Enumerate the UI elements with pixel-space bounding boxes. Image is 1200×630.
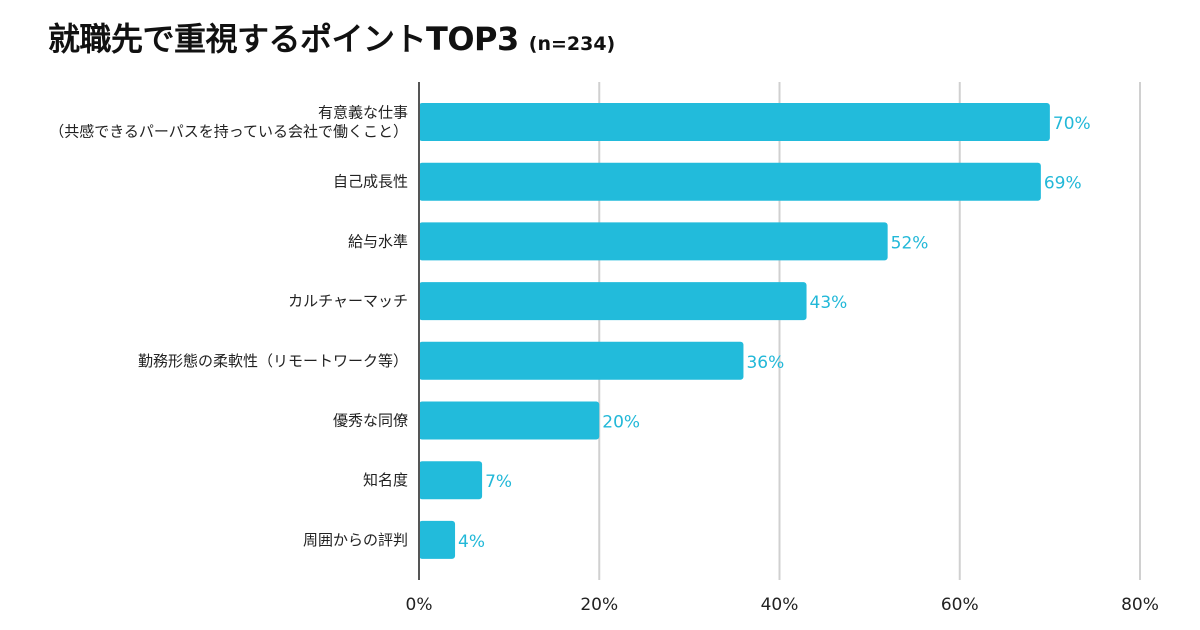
category-label: 知名度 (363, 471, 408, 489)
x-tick-label: 40% (761, 595, 799, 615)
chart-title: 就職先で重視するポイントTOP3 (48, 20, 519, 58)
x-tick-label: 60% (941, 595, 979, 615)
value-label: 69% (1044, 174, 1082, 194)
category-label: 優秀な同僚 (333, 412, 408, 430)
category-label: 勤務形態の柔軟性（リモートワーク等） (138, 352, 408, 370)
chart-subtitle: (n=234) (528, 33, 616, 55)
x-tick-label: 0% (406, 595, 433, 615)
bar (419, 222, 888, 261)
value-label: 4% (458, 532, 485, 552)
value-label: 7% (485, 472, 512, 492)
bar (419, 282, 807, 321)
category-label: カルチャーマッチ (288, 292, 408, 310)
value-label: 70% (1053, 114, 1091, 134)
bar (419, 520, 456, 559)
category-label: 給与水準 (348, 232, 408, 250)
value-label: 20% (602, 413, 640, 433)
value-label: 52% (891, 233, 929, 253)
bar (419, 401, 600, 440)
x-tick-label: 80% (1121, 595, 1159, 615)
value-label: 36% (746, 353, 784, 373)
value-label: 43% (810, 293, 848, 313)
category-label: （共感できるパーパスを持っている会社で働くこと） (49, 123, 408, 141)
bar (419, 162, 1041, 201)
chart-title-row: 就職先で重視するポイントTOP3 (n=234) (48, 14, 615, 60)
bar (419, 103, 1050, 141)
bar (419, 341, 744, 380)
bar (419, 461, 483, 500)
category-label: 自己成長性 (333, 173, 408, 191)
category-label: 有意義な仕事 (318, 104, 408, 122)
x-tick-label: 20% (580, 595, 618, 615)
category-label: 周囲からの評判 (303, 531, 408, 549)
